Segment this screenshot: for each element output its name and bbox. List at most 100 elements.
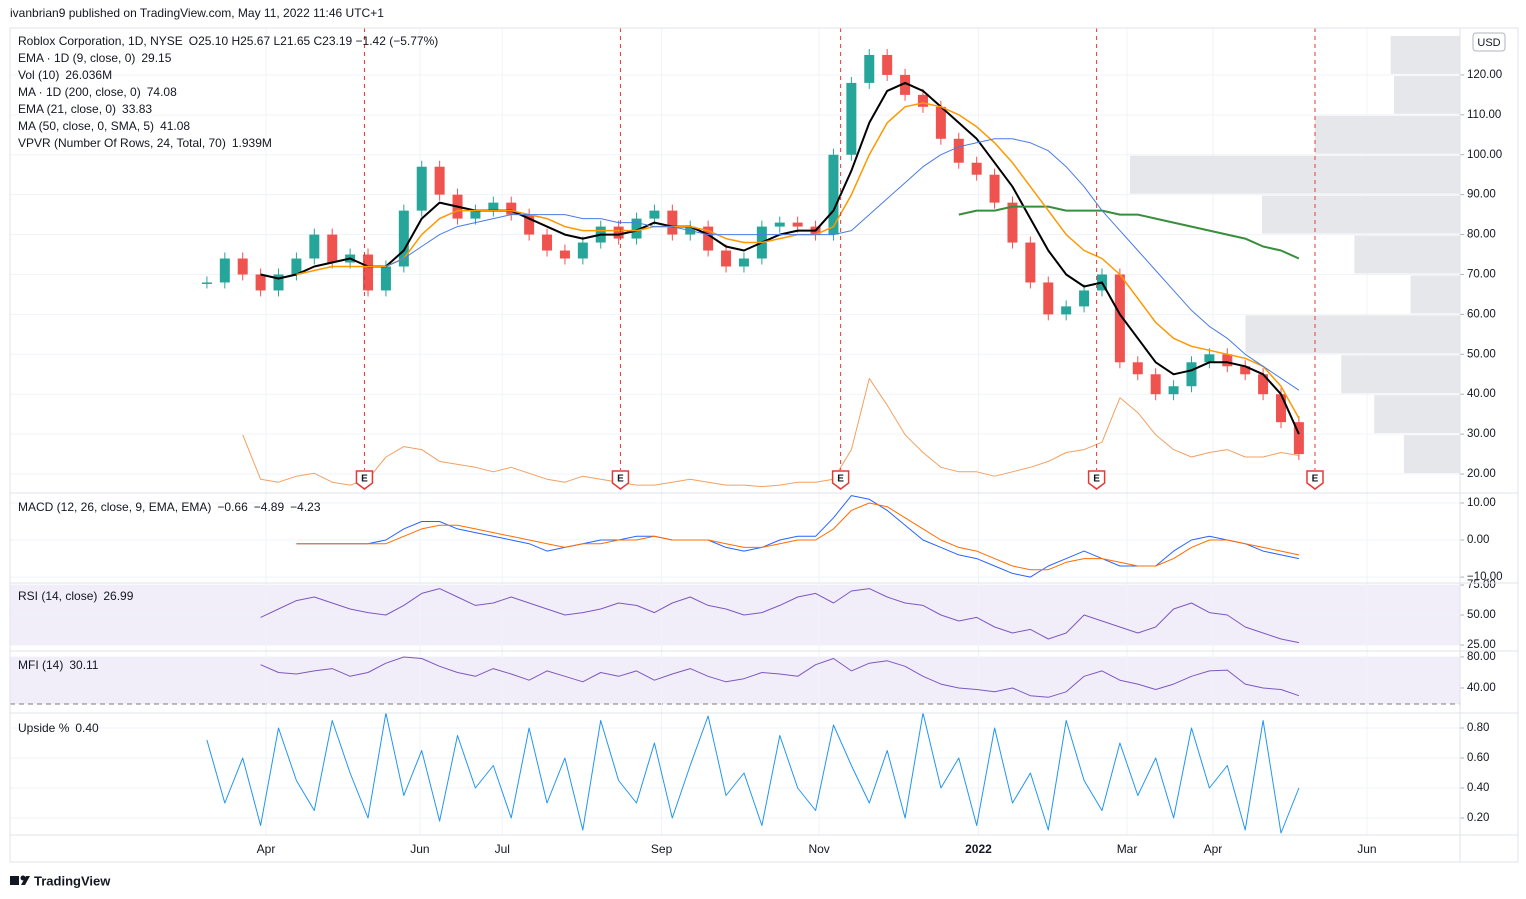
earnings-marker bbox=[831, 470, 850, 490]
candle-body bbox=[1150, 374, 1161, 395]
vpvr-bar bbox=[1314, 115, 1460, 154]
plot-area: Apr Jun Jul Sep Nov 2022 Mar Apr Jun 20.00 30.00 40… bbox=[10, 28, 1503, 856]
earnings-marker bbox=[1306, 470, 1324, 490]
legend-text: 0.40 bbox=[75, 721, 99, 735]
vpvr-bar bbox=[1354, 235, 1460, 274]
candle-body bbox=[542, 234, 553, 251]
earnings-label: E bbox=[1312, 474, 1319, 485]
legend-text: 1.939M bbox=[232, 136, 272, 150]
publish-info: ivanbrian9 published on TradingView.com,… bbox=[10, 6, 384, 20]
candle-body bbox=[828, 154, 839, 235]
frame bbox=[9, 27, 1519, 863]
legend-text: 30.11 bbox=[69, 658, 98, 672]
y-tick-label: 0.60 bbox=[1467, 752, 1489, 764]
earnings-label: E bbox=[1093, 474, 1100, 485]
x-tick-label: Apr bbox=[257, 842, 276, 856]
candle-body bbox=[506, 202, 517, 215]
candle-body bbox=[1132, 362, 1143, 375]
legend-text: Upside % bbox=[18, 721, 70, 735]
y-tick-label: 50.00 bbox=[1467, 348, 1496, 360]
x-tick-label: Jun bbox=[1357, 842, 1376, 856]
legend-text: MA · 1D (200, close, 0) bbox=[18, 85, 141, 99]
y-tick-label: 90.00 bbox=[1467, 189, 1496, 201]
currency-box[interactable] bbox=[1472, 32, 1506, 52]
series-line bbox=[296, 502, 1300, 571]
vpvr-bar bbox=[1394, 75, 1460, 114]
y-tick-label: 40.00 bbox=[1467, 388, 1496, 400]
candle-body bbox=[1114, 274, 1125, 363]
candle-body bbox=[864, 54, 875, 83]
candle-body bbox=[1293, 422, 1304, 455]
series-line bbox=[958, 205, 1300, 260]
candle-body bbox=[1168, 386, 1179, 395]
y-tick-label: 10.00 bbox=[1467, 497, 1496, 509]
earnings-marker bbox=[1087, 470, 1106, 490]
legend-text: MFI (14) bbox=[18, 658, 63, 672]
candle-body bbox=[201, 282, 212, 284]
candle-body bbox=[792, 222, 803, 227]
candle-body bbox=[1275, 394, 1286, 423]
x-tick-label: 2022 bbox=[965, 842, 992, 856]
candle-body bbox=[524, 214, 535, 235]
candle-body bbox=[363, 254, 374, 291]
candle-body bbox=[667, 210, 678, 235]
candle-body bbox=[1222, 354, 1233, 367]
y-tick-label: 20.00 bbox=[1467, 468, 1496, 480]
candle-body bbox=[434, 166, 445, 195]
legend-text: EMA · 1D (9, close, 0) bbox=[18, 51, 135, 65]
logo-block bbox=[10, 876, 19, 885]
candle-body bbox=[971, 162, 982, 175]
y-tick-label: 60.00 bbox=[1467, 308, 1496, 320]
legend-text: MA (50, close, 0, SMA, 5) bbox=[18, 119, 154, 133]
y-tick-label: 25.00 bbox=[1467, 639, 1496, 651]
candle-body bbox=[1258, 374, 1269, 395]
y-tick-label: 0.40 bbox=[1467, 782, 1489, 794]
candle-body bbox=[631, 218, 642, 239]
earnings-label: E bbox=[617, 474, 624, 485]
candle-body bbox=[649, 210, 660, 219]
x-tick-label: Jul bbox=[495, 842, 510, 856]
legend-text: 33.83 bbox=[122, 102, 152, 116]
legend-text: −4.89 bbox=[254, 500, 285, 514]
series-line bbox=[296, 495, 1300, 578]
candle-body bbox=[953, 138, 964, 163]
legend-text: RSI (14, close) bbox=[18, 589, 97, 603]
candle-body bbox=[380, 266, 391, 291]
candle-body bbox=[488, 202, 499, 211]
legend-text: MACD (12, 26, close, 9, EMA, EMA) bbox=[18, 500, 211, 514]
vpvr-bar bbox=[1410, 275, 1460, 314]
y-tick-label: 110.00 bbox=[1467, 109, 1501, 121]
series-line bbox=[242, 378, 1299, 488]
candle-body bbox=[559, 250, 570, 259]
legend-text: 26.99 bbox=[103, 589, 133, 603]
y-tick-label: 75.00 bbox=[1467, 579, 1496, 591]
vpvr-bar bbox=[1262, 195, 1460, 234]
candle-body bbox=[255, 274, 266, 291]
earnings-marker bbox=[355, 470, 374, 490]
vpvr-bar bbox=[1403, 435, 1460, 474]
candle-body bbox=[900, 74, 911, 95]
candle-body bbox=[1025, 242, 1036, 283]
legend-text: O25.10 H25.67 L21.65 C23.19 −1.42 (−5.77… bbox=[189, 34, 439, 48]
candle-body bbox=[219, 258, 230, 283]
candle-body bbox=[291, 258, 302, 275]
candle-body bbox=[1061, 306, 1072, 315]
y-tick-label: 120.00 bbox=[1467, 69, 1502, 81]
candle-body bbox=[721, 250, 732, 267]
legend-text: −0.66 bbox=[217, 500, 248, 514]
x-tick-label: Apr bbox=[1204, 842, 1223, 856]
currency[interactable]: USD bbox=[1477, 37, 1500, 49]
candle-body bbox=[774, 222, 785, 227]
earnings-label: E bbox=[361, 474, 368, 485]
series-line bbox=[260, 656, 1300, 698]
legend-text: 41.08 bbox=[160, 119, 190, 133]
legend-text: 26.036M bbox=[65, 68, 112, 82]
candle-body bbox=[1204, 354, 1215, 363]
y-tick-label: 0.80 bbox=[1467, 722, 1489, 734]
candle-body bbox=[738, 258, 749, 267]
candle-body bbox=[703, 226, 714, 251]
y-tick-label: 40.00 bbox=[1467, 682, 1496, 694]
candle-body bbox=[327, 234, 338, 263]
